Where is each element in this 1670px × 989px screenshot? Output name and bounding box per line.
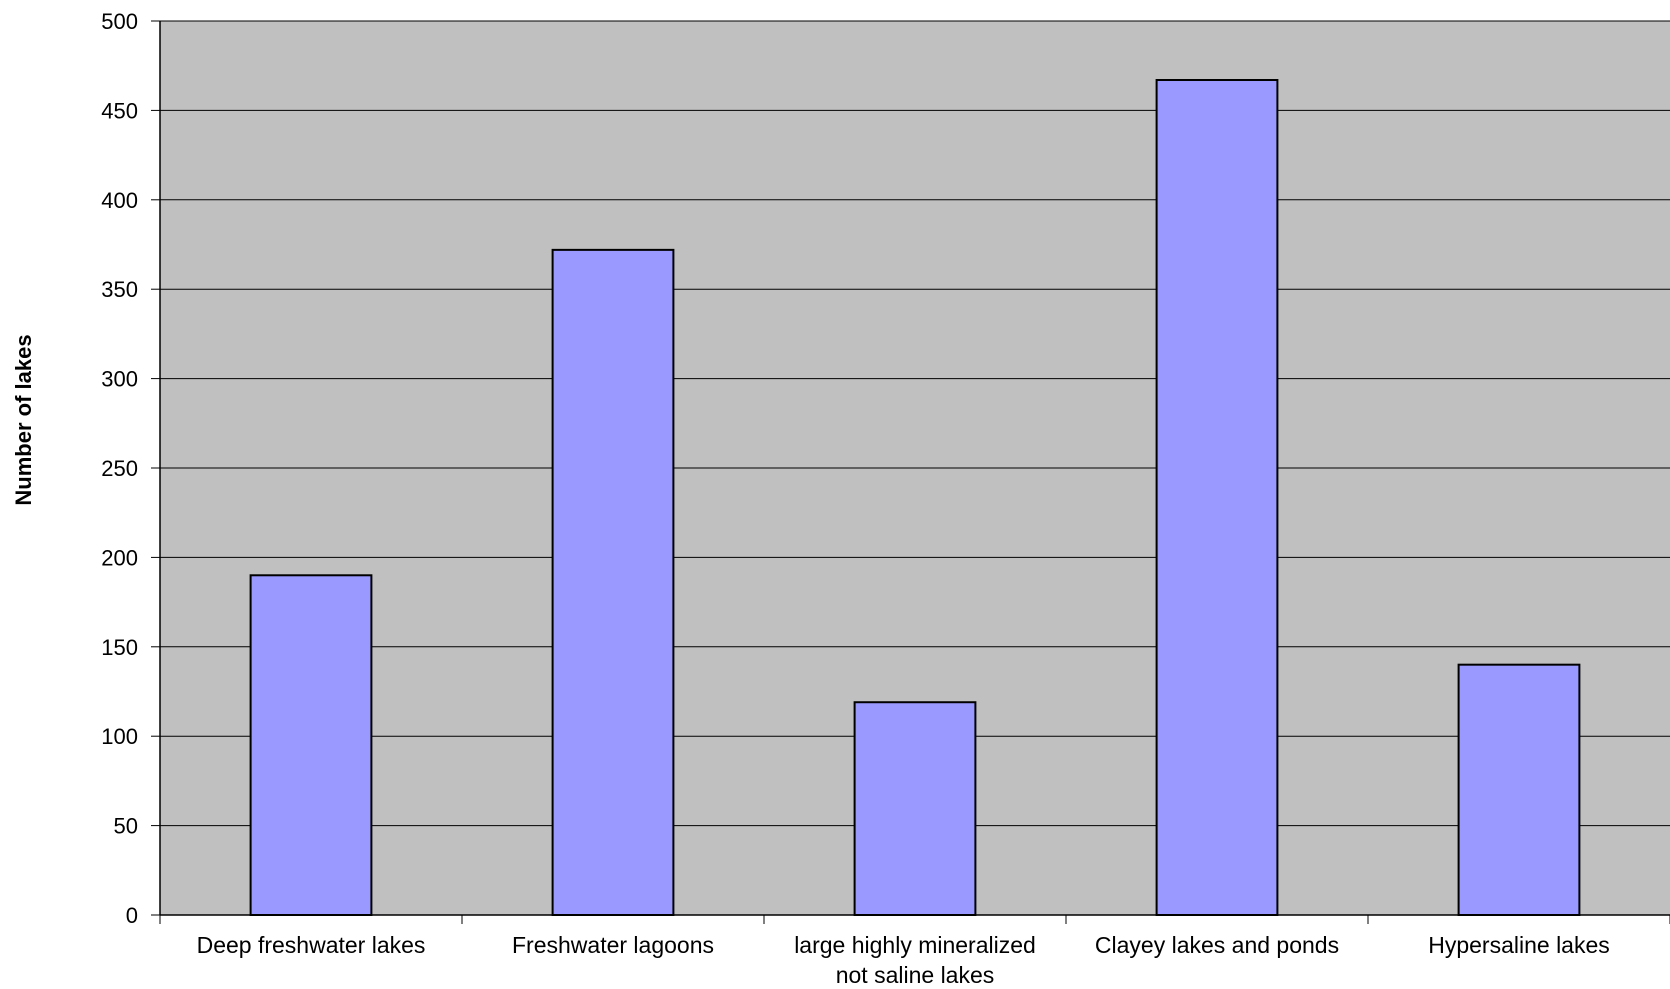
y-tick-label: 150 (101, 635, 138, 660)
y-tick-label: 300 (101, 367, 138, 392)
bar (551, 248, 675, 916)
y-tick-label: 400 (101, 188, 138, 213)
y-tick-label: 350 (101, 277, 138, 302)
x-category-label: Deep freshwater lakes (197, 932, 426, 958)
x-category-label: Freshwater lagoons (512, 932, 714, 958)
y-tick-label: 200 (101, 545, 138, 570)
bar (853, 701, 977, 917)
bar (1155, 79, 1279, 916)
bar (249, 574, 373, 917)
x-category-label: large highly mineralized not saline lakes (794, 932, 1036, 988)
y-tick-label: 100 (101, 724, 138, 749)
x-category-label: Clayey lakes and ponds (1095, 932, 1339, 958)
y-tick-label: 500 (101, 9, 138, 34)
y-tick-label: 50 (114, 814, 138, 839)
y-axis-label: Number of lakes (11, 334, 36, 505)
x-category-label: Hypersaline lakes (1428, 932, 1610, 958)
bar (1457, 663, 1581, 916)
y-tick-label: 250 (101, 456, 138, 481)
y-tick-label: 450 (101, 98, 138, 123)
y-tick-label: 0 (126, 903, 138, 928)
